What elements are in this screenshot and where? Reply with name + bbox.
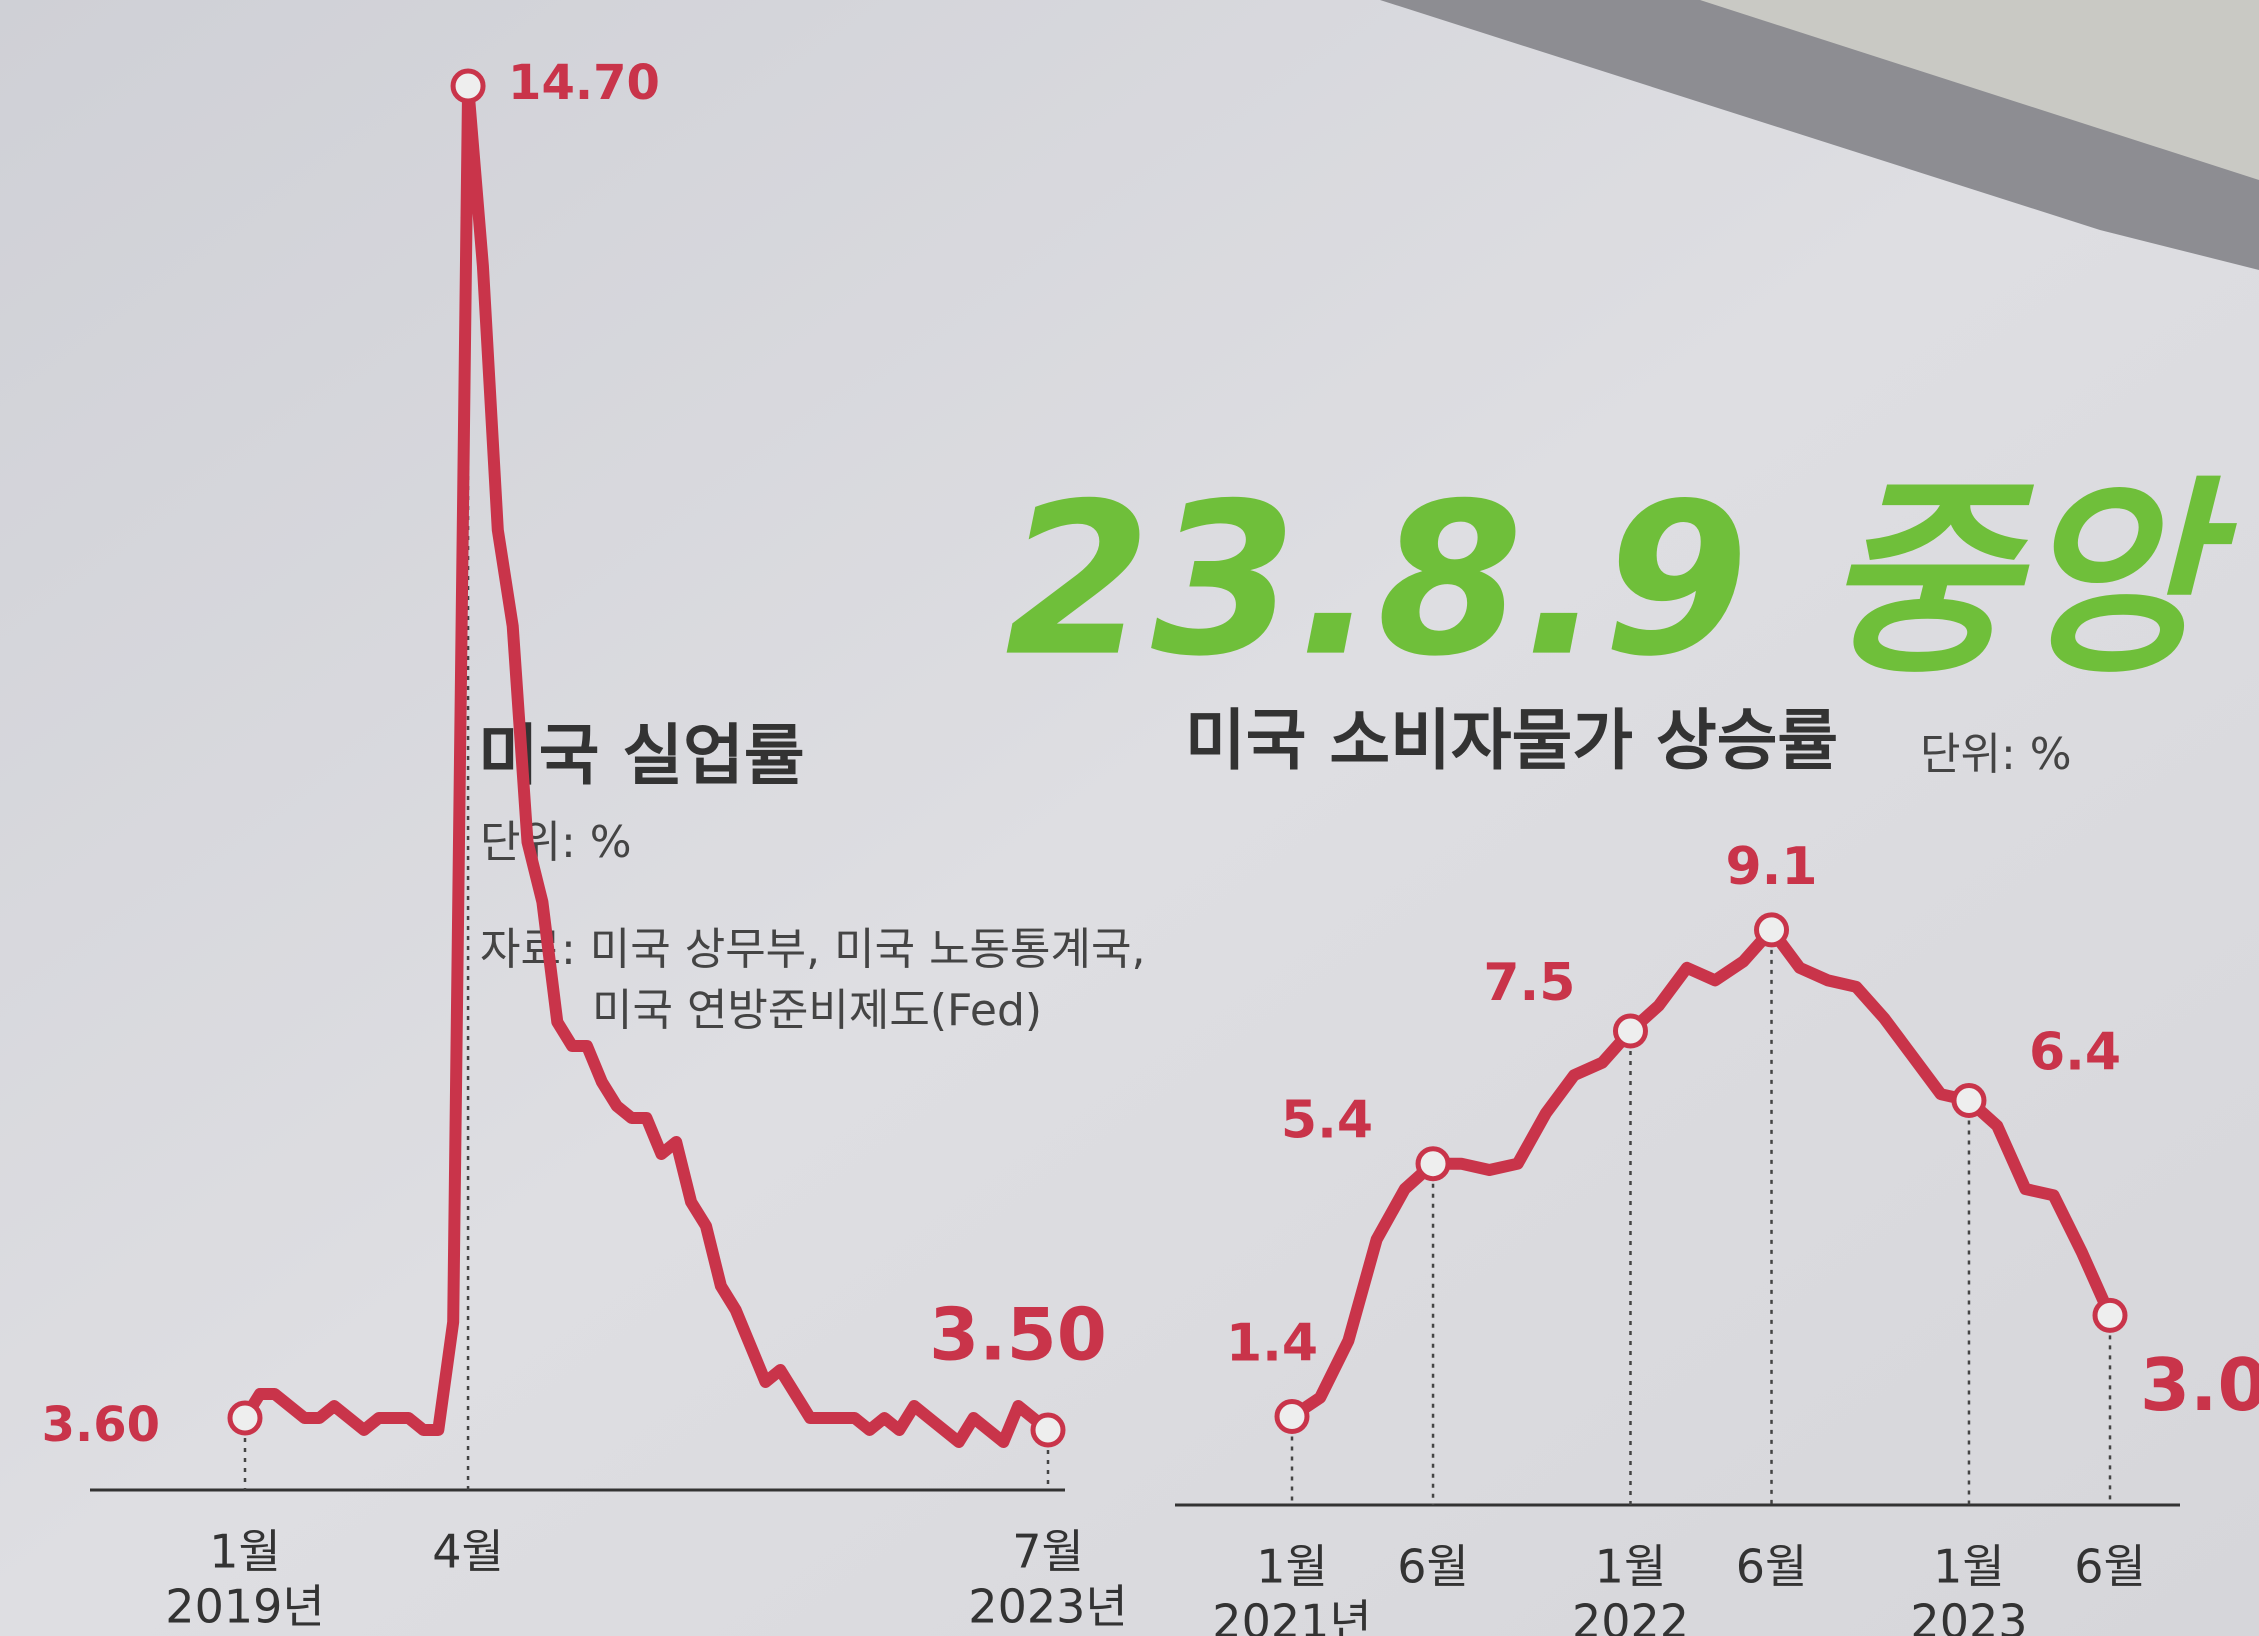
- unit-label: 단위: %: [1920, 729, 2072, 780]
- value-label: 7.5: [1483, 953, 1575, 1013]
- x-year-label: 2022: [1572, 1595, 1689, 1636]
- value-label: 3.60: [42, 1397, 160, 1453]
- x-tick-label: 4월: [432, 1525, 504, 1579]
- x-tick-label: 6월: [1736, 1540, 1808, 1594]
- point-marker: [1754, 912, 1790, 948]
- value-label: 5.4: [1281, 1091, 1373, 1151]
- handwritten-note: 23.8.9 중앙: [1005, 458, 2237, 703]
- chart-title: 미국 소비자물가 상승률: [1185, 702, 1838, 779]
- value-label: 6.4: [2029, 1023, 2121, 1083]
- point-marker: [1030, 1412, 1066, 1448]
- point-marker: [1951, 1083, 1987, 1119]
- value-label: 1.4: [1226, 1314, 1318, 1374]
- point-marker: [1274, 1399, 1310, 1435]
- point-marker: [1415, 1146, 1451, 1182]
- x-tick-label: 1월: [1595, 1540, 1667, 1594]
- x-tick-label: 6월: [1397, 1540, 1469, 1594]
- x-year-label: 2023년: [968, 1580, 1127, 1634]
- value-label: 3.0: [2140, 1343, 2259, 1427]
- banknote-edge: [1700, 0, 2259, 180]
- x-tick-label: 1월: [1933, 1540, 2005, 1594]
- x-tick-label: 7월: [1012, 1525, 1084, 1579]
- point-marker: [227, 1400, 263, 1436]
- x-year-label: 2021년: [1212, 1595, 1371, 1636]
- chart-title: 미국 실업률: [478, 717, 805, 794]
- x-tick-label: 1월: [209, 1525, 281, 1579]
- x-tick-label: 6월: [2074, 1540, 2146, 1594]
- x-year-label: 2023: [1910, 1595, 2027, 1636]
- point-marker: [450, 68, 486, 104]
- series-line: [239, 80, 1054, 1448]
- value-label: 3.50: [929, 1293, 1107, 1377]
- value-label: 14.70: [508, 55, 660, 111]
- unit-label: 단위: %: [480, 817, 632, 868]
- source-label: 자료: 미국 상무부, 미국 노동통계국,: [480, 924, 1145, 975]
- point-marker: [2092, 1297, 2128, 1333]
- point-marker: [1612, 1013, 1648, 1049]
- x-year-label: 2019년: [165, 1580, 324, 1634]
- x-tick-label: 1월: [1256, 1540, 1328, 1594]
- source-label: 미국 연방준비제도(Fed): [592, 985, 1042, 1036]
- value-label: 9.1: [1725, 837, 1817, 897]
